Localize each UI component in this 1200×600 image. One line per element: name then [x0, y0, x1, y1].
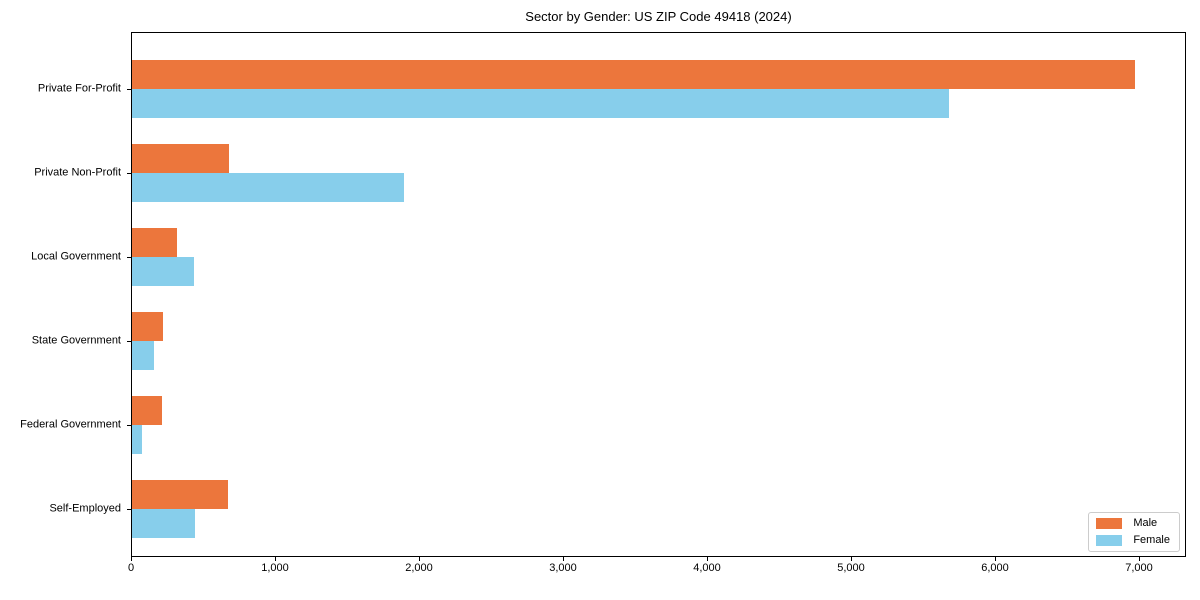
- bar-female-private-for-profit: [132, 89, 949, 118]
- legend-label-male: Male: [1133, 517, 1158, 529]
- x-tick-mark: [851, 557, 852, 561]
- x-axis-label-0: 0: [127, 562, 135, 574]
- x-tick-mark: [275, 557, 276, 561]
- bar-female-state-government: [132, 341, 154, 370]
- x-tick-mark: [419, 557, 420, 561]
- plot-area: Male Female: [131, 32, 1186, 557]
- bar-female-local-government: [132, 257, 194, 286]
- y-tick-mark: [127, 88, 131, 90]
- bar-male-federal-government: [132, 396, 162, 425]
- bar-male-private-for-profit: [132, 60, 1135, 89]
- x-axis-label-4000: 4,000: [693, 562, 721, 574]
- y-axis-label-private-for-profit: Private For-Profit: [37, 82, 121, 95]
- y-axis-label-local-government: Local Government: [31, 250, 121, 263]
- y-tick-mark: [127, 508, 131, 510]
- bar-female-private-non-profit: [132, 173, 404, 202]
- y-axis-label-self-employed: Self-Employed: [49, 502, 121, 515]
- y-tick-mark: [127, 340, 131, 342]
- x-tick-mark: [1139, 557, 1140, 561]
- y-axis-label-federal-government: Federal Government: [20, 418, 121, 431]
- x-axis-label-3000: 3,000: [549, 562, 577, 574]
- x-tick-mark: [707, 557, 708, 561]
- x-axis-label-5000: 5,000: [837, 562, 865, 574]
- x-axis-label-1000: 1,000: [261, 562, 289, 574]
- legend: Male Female: [1088, 512, 1180, 552]
- x-axis-label-6000: 6,000: [981, 562, 1009, 574]
- y-tick-mark: [127, 424, 131, 426]
- legend-row-female: Female: [1096, 535, 1170, 546]
- y-tick-mark: [127, 256, 131, 258]
- x-tick-mark: [563, 557, 564, 561]
- bar-male-self-employed: [132, 480, 228, 509]
- bar-male-local-government: [132, 228, 177, 257]
- x-tick-mark: [995, 557, 996, 561]
- x-axis-label-2000: 2,000: [405, 562, 433, 574]
- bar-male-state-government: [132, 312, 163, 341]
- legend-swatch-male: [1096, 518, 1123, 529]
- x-axis-label-7000: 7,000: [1125, 562, 1153, 574]
- y-tick-mark: [127, 172, 131, 174]
- bar-female-federal-government: [132, 425, 142, 454]
- legend-swatch-female: [1096, 535, 1123, 546]
- y-axis-label-private-non-profit: Private Non-Profit: [34, 166, 121, 179]
- x-tick-mark: [131, 557, 132, 561]
- bar-female-self-employed: [132, 509, 195, 538]
- bar-male-private-non-profit: [132, 144, 229, 173]
- y-axis-label-state-government: State Government: [31, 334, 121, 347]
- legend-row-male: Male: [1096, 518, 1170, 529]
- chart-title: Sector by Gender: US ZIP Code 49418 (202…: [525, 9, 792, 24]
- legend-label-female: Female: [1133, 534, 1170, 546]
